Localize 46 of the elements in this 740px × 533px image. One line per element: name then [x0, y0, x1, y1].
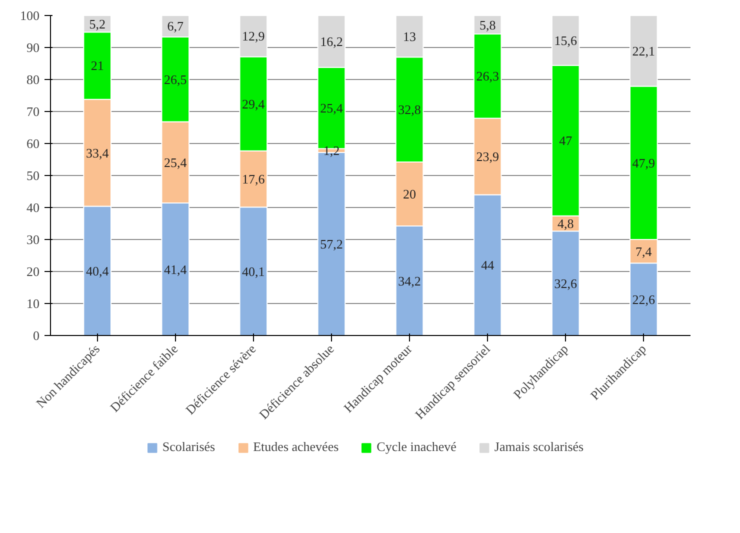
- data-label: 32,6: [554, 276, 578, 291]
- y-tick-label: 20: [26, 264, 40, 279]
- data-label: 17,6: [242, 172, 266, 187]
- data-label: 32,8: [398, 102, 421, 118]
- data-label: 6,7: [167, 18, 184, 34]
- y-tick-label: 40: [26, 200, 40, 215]
- data-label: 25,4: [164, 154, 188, 170]
- y-tick-label: 70: [26, 104, 40, 119]
- data-label: 40,1: [242, 264, 265, 279]
- data-label: 57,2: [320, 236, 343, 252]
- data-label: 5,8: [479, 17, 496, 32]
- data-label: 21: [90, 58, 104, 74]
- data-label: 26,3: [476, 68, 499, 84]
- y-tick-label: 50: [26, 168, 40, 183]
- data-label: 22,1: [632, 43, 656, 58]
- data-label: 12,9: [242, 28, 265, 44]
- data-label: 4,8: [557, 216, 574, 231]
- legend-label: Cycle inachevé: [376, 439, 456, 455]
- data-label: 7,4: [636, 244, 652, 259]
- data-label: 25,4: [320, 100, 344, 116]
- data-label: 26,5: [164, 72, 187, 87]
- y-tick-label: 80: [26, 72, 40, 87]
- data-label: 13: [403, 28, 416, 44]
- y-tick-label: 30: [26, 232, 40, 247]
- y-tick-label: 10: [26, 296, 40, 311]
- data-label: 44: [481, 258, 495, 273]
- data-label: 47: [559, 133, 573, 148]
- data-label: 16,2: [320, 34, 343, 49]
- data-label: 15,6: [554, 32, 578, 48]
- data-label: 41,4: [164, 262, 188, 277]
- y-tick-label: 60: [26, 136, 40, 151]
- data-label: 47,9: [632, 155, 656, 170]
- legend-label: Jamais scolarisés: [494, 439, 584, 455]
- data-label: 23,9: [476, 148, 499, 164]
- data-label: 29,4: [242, 96, 266, 112]
- y-tick-label: 90: [26, 40, 40, 55]
- data-label: 20: [403, 186, 416, 202]
- data-label: 40,4: [86, 263, 110, 278]
- data-label: 34,2: [398, 273, 421, 288]
- legend-label: Scolarisés: [162, 439, 216, 455]
- data-label: 22,6: [632, 292, 656, 307]
- data-label: 5,2: [89, 16, 106, 32]
- y-tick-label: 0: [33, 328, 40, 343]
- y-tick-label: 100: [20, 8, 40, 23]
- data-label: 33,4: [86, 145, 110, 160]
- legend-label: Etudes achevées: [253, 439, 339, 455]
